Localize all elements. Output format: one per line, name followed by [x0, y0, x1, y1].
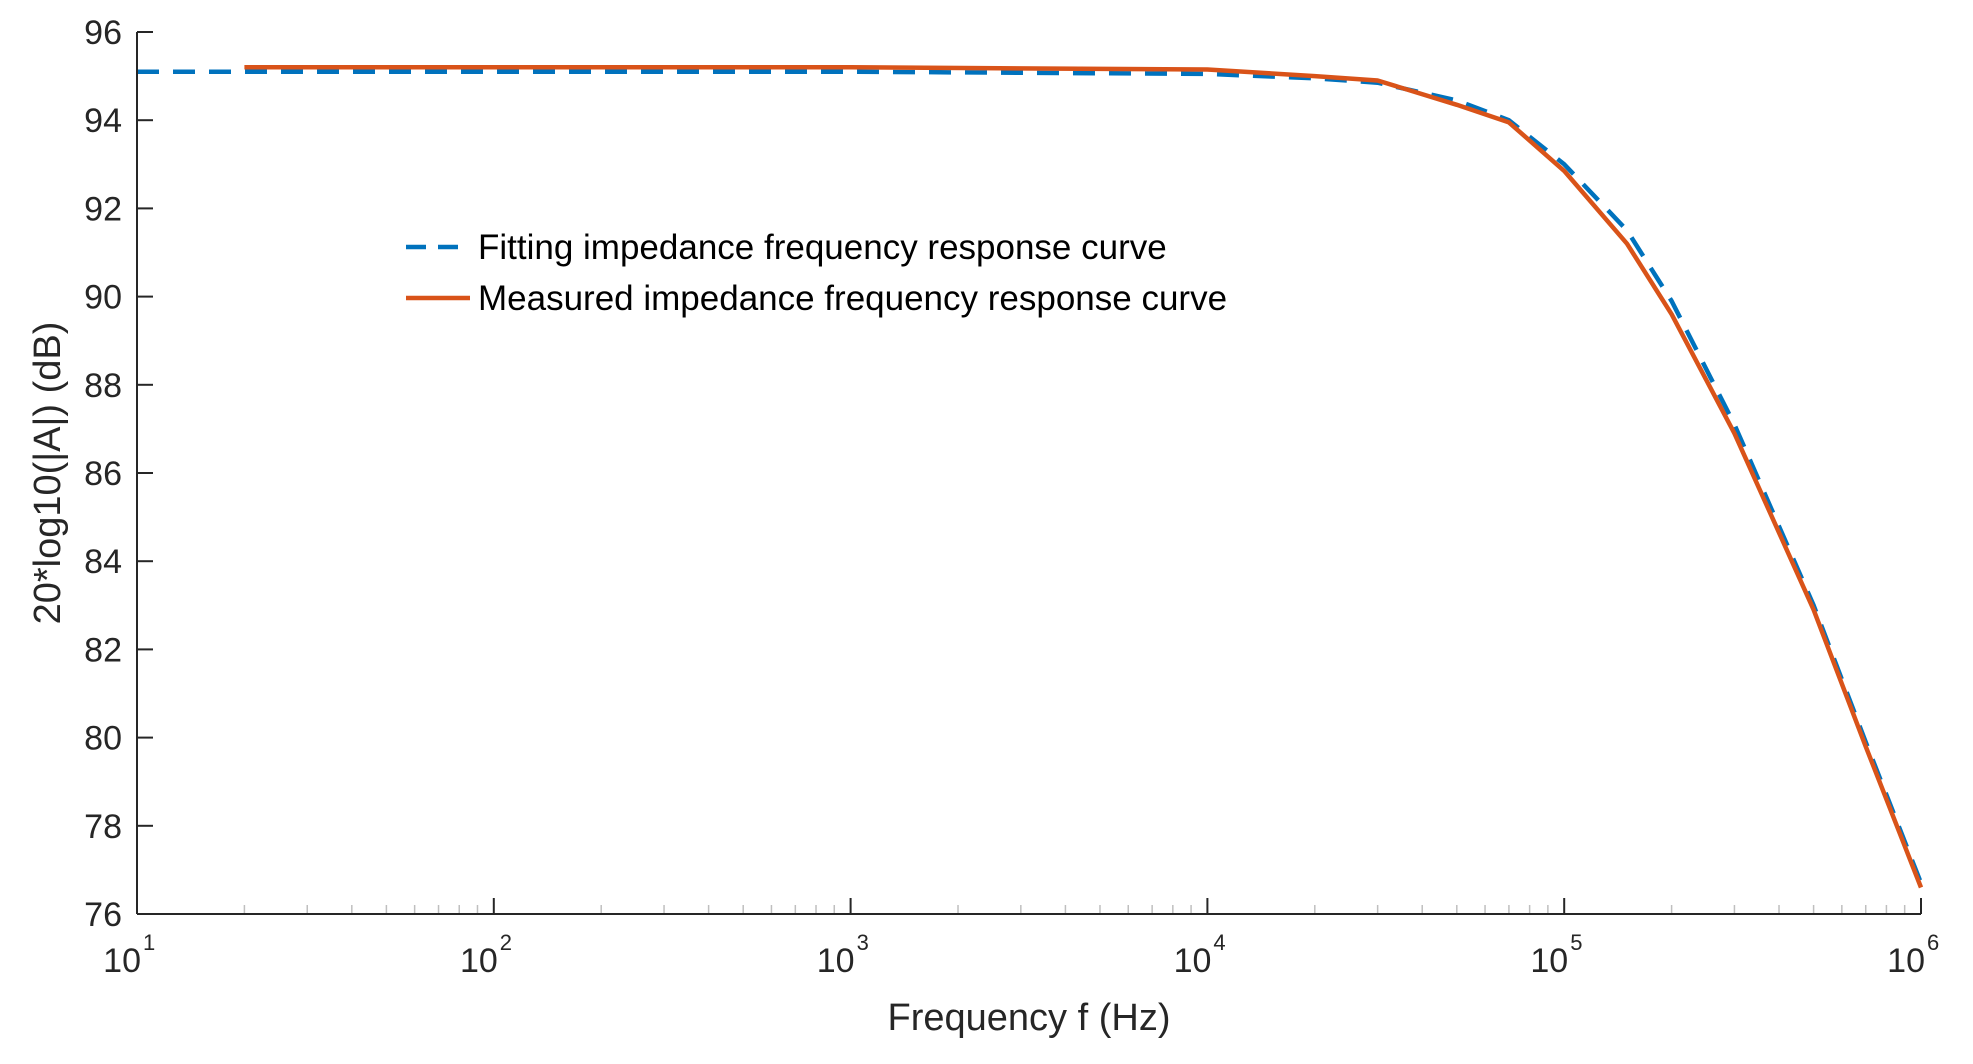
- y-tick-label: 88: [84, 367, 122, 405]
- x-tick-label: 10 2: [460, 930, 512, 980]
- minor-tick-marks: [243, 905, 1906, 914]
- x-tick-base: 10: [1887, 942, 1925, 980]
- x-axis-title: Frequency f (Hz): [888, 997, 1171, 1039]
- y-tick-labels: 76 78 80 82 84 86 88 90 92 94 96: [84, 14, 122, 934]
- x-tick-exponent: 1: [143, 930, 155, 955]
- series-lines: [137, 65, 1924, 889]
- x-tick-label: 10 3: [817, 930, 869, 980]
- x-tick-base: 10: [460, 942, 498, 980]
- x-tick-labels: 10 1 10 2 10 3 10 4 10 5 10 6: [103, 930, 1939, 980]
- x-tick-label: 10 5: [1530, 930, 1582, 980]
- measured-curve-line: [244, 65, 1924, 889]
- legend: Fitting impedance frequency response cur…: [406, 228, 1227, 318]
- y-tick-label: 96: [84, 14, 122, 52]
- x-tick-label: 10 4: [1174, 930, 1226, 980]
- x-tick-base: 10: [103, 942, 141, 980]
- legend-label-measured: Measured impedance frequency response cu…: [478, 279, 1227, 318]
- major-tick-marks: [136, 31, 1922, 915]
- y-tick-label: 84: [84, 543, 122, 581]
- fitting-curve-line: [137, 69, 1924, 884]
- y-tick-label: 92: [84, 190, 122, 228]
- x-tick-exponent: 5: [1570, 930, 1582, 955]
- y-tick-label: 90: [84, 279, 122, 317]
- y-tick-label: 86: [84, 455, 122, 493]
- y-tick-label: 94: [84, 102, 122, 140]
- axes-lines: [136, 32, 1921, 915]
- y-tick-label: 76: [84, 896, 122, 934]
- y-axis-title: 20*log10(|A|) (dB): [27, 322, 69, 625]
- x-tick-base: 10: [817, 942, 855, 980]
- x-tick-exponent: 6: [1927, 930, 1939, 955]
- y-tick-label: 82: [84, 631, 122, 669]
- y-tick-label: 80: [84, 720, 122, 758]
- x-tick-label: 10 6: [1887, 930, 1939, 980]
- x-tick-base: 10: [1530, 942, 1568, 980]
- y-tick-label: 78: [84, 808, 122, 846]
- x-tick-exponent: 2: [500, 930, 512, 955]
- x-tick-base: 10: [1174, 942, 1212, 980]
- x-tick-exponent: 3: [857, 930, 869, 955]
- x-tick-exponent: 4: [1213, 930, 1225, 955]
- x-tick-label: 10 1: [103, 930, 155, 980]
- legend-label-fitting: Fitting impedance frequency response cur…: [478, 228, 1167, 267]
